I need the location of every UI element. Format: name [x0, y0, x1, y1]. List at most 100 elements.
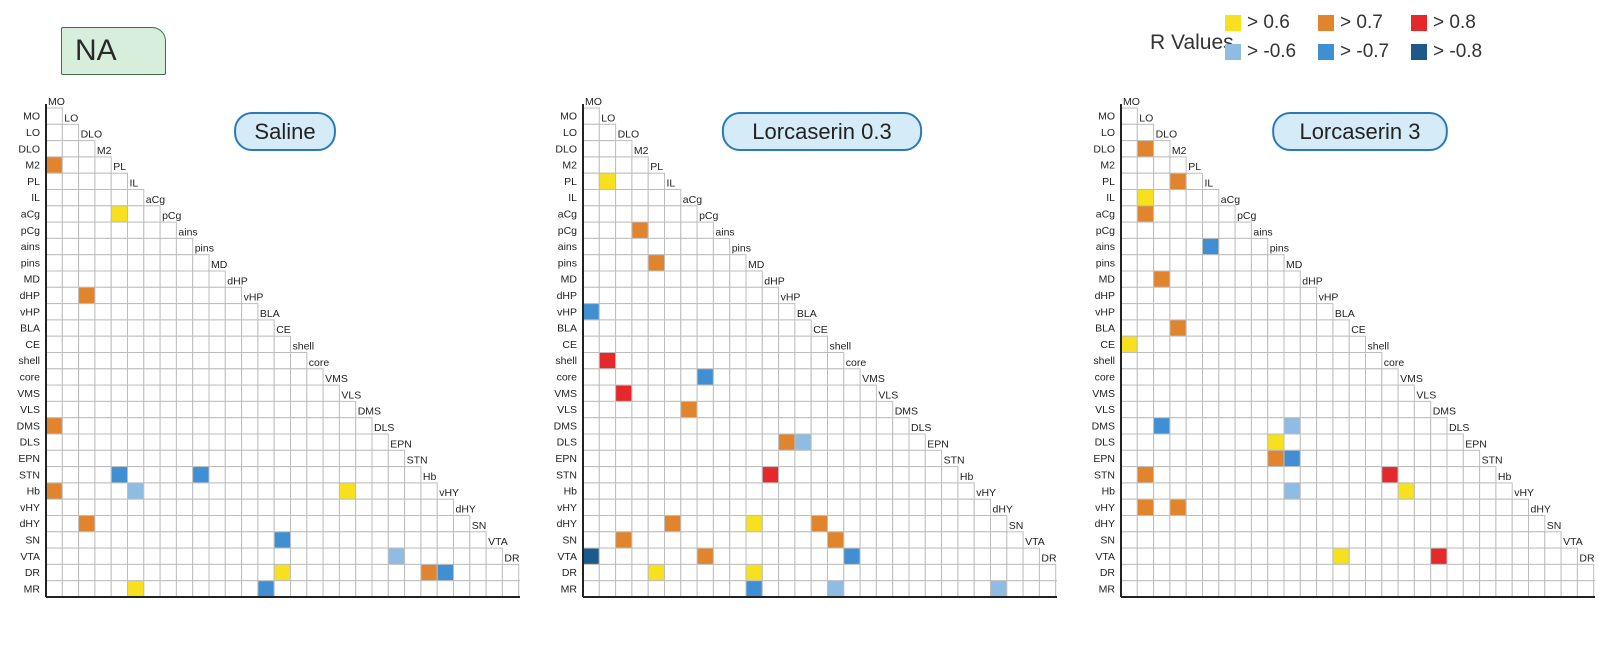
- grid-cell: [582, 384, 600, 402]
- grid-cell: [387, 449, 406, 468]
- col-label-m2: M2: [97, 145, 112, 157]
- col-label-il: IL: [130, 178, 139, 190]
- grid-cell: [94, 303, 112, 321]
- grid-cell: [241, 400, 259, 419]
- grid-cell: [241, 498, 259, 517]
- col-label-sn: SN: [1547, 520, 1562, 532]
- grid-cell: [1120, 580, 1138, 598]
- grid-cell: [680, 335, 698, 354]
- grid-cell: [322, 580, 340, 598]
- grid-cell: [192, 498, 210, 517]
- row-label-dls: DLS: [1095, 437, 1115, 449]
- grid-cell: [582, 172, 600, 190]
- cell-dls-bla: [794, 433, 812, 451]
- grid-cell: [598, 189, 617, 207]
- grid-cell: [892, 531, 910, 549]
- row-label-mr: MR: [24, 583, 41, 595]
- grid-cell: [1381, 368, 1399, 386]
- grid-cell: [875, 580, 894, 598]
- grid-cell: [404, 547, 422, 565]
- grid-cell: [1267, 515, 1285, 533]
- row-label-sn: SN: [562, 534, 577, 546]
- grid-cell: [582, 237, 600, 256]
- grid-cell: [110, 319, 128, 337]
- grid-cell: [1495, 482, 1513, 500]
- grid-cell: [45, 270, 63, 288]
- grid-cell: [859, 531, 877, 549]
- grid-cell: [908, 563, 926, 582]
- grid-cell: [306, 498, 324, 517]
- grid-cell: [241, 303, 259, 321]
- row-label-core: core: [1095, 371, 1116, 383]
- grid-cell: [631, 466, 649, 484]
- grid-cell: [794, 352, 812, 370]
- col-label-md: MD: [748, 259, 765, 271]
- grid-cell: [1316, 384, 1334, 402]
- grid-cell: [1348, 563, 1367, 582]
- grid-cell: [224, 531, 243, 549]
- col-label-shell: shell: [1368, 341, 1390, 353]
- grid-cell: [1544, 531, 1562, 549]
- grid-cell: [778, 563, 796, 582]
- grid-cell: [1479, 531, 1497, 549]
- grid-cell: [680, 563, 698, 582]
- grid-cell: [127, 254, 145, 272]
- grid-cell: [257, 384, 275, 402]
- grid-cell: [859, 482, 877, 500]
- grid-cell: [159, 335, 177, 354]
- grid-cell: [110, 189, 128, 207]
- grid-cell: [192, 384, 210, 402]
- grid-cell: [892, 498, 910, 517]
- grid-cell: [1462, 449, 1481, 468]
- grid-cell: [680, 286, 698, 305]
- grid-cell: [598, 140, 617, 158]
- grid-cell: [1250, 433, 1269, 451]
- grid-cell: [322, 400, 340, 419]
- grid-cell: [875, 449, 894, 468]
- grid-cell: [1316, 303, 1334, 321]
- grid-cell: [208, 417, 226, 435]
- grid-cell: [794, 335, 812, 354]
- grid-cell: [224, 319, 243, 337]
- grid-cell: [257, 466, 275, 484]
- grid-cell: [843, 580, 861, 598]
- grid-cell: [892, 449, 910, 468]
- grid-cell: [941, 563, 959, 582]
- col-label-dls: DLS: [911, 422, 931, 434]
- grid-cell: [615, 352, 633, 370]
- grid-cell: [745, 368, 763, 386]
- grid-cell: [208, 303, 226, 321]
- grid-cell: [1267, 254, 1285, 272]
- grid-cell: [273, 384, 292, 402]
- grid-cell: [192, 270, 210, 288]
- row-label-stn: STN: [1094, 469, 1115, 481]
- grid-cell: [1430, 482, 1448, 500]
- row-label-mo: MO: [23, 111, 40, 123]
- grid-cell: [924, 563, 943, 582]
- grid-cell: [892, 482, 910, 500]
- grid-cell: [257, 515, 275, 533]
- grid-cell: [127, 466, 145, 484]
- grid-cell: [61, 335, 80, 354]
- grid-cell: [1136, 221, 1155, 239]
- grid-cell: [1185, 449, 1203, 468]
- grid-cell: [778, 368, 796, 386]
- grid-cell: [94, 205, 112, 223]
- grid-cell: [1120, 515, 1138, 533]
- col-label-stn: STN: [944, 455, 965, 467]
- grid-cell: [78, 270, 96, 288]
- grid-cell: [1283, 580, 1301, 598]
- grid-cell: [1218, 400, 1236, 419]
- col-label-vms: VMS: [325, 373, 348, 385]
- grid-cell: [61, 189, 80, 207]
- grid-cell: [843, 466, 861, 484]
- row-label-bla: BLA: [20, 323, 40, 335]
- grid-cell: [598, 466, 617, 484]
- grid-cell: [1544, 580, 1562, 598]
- grid-cell: [924, 449, 943, 468]
- cell-vhp-mo: [582, 303, 600, 321]
- grid-cell: [875, 515, 894, 533]
- grid-cell: [61, 172, 80, 190]
- grid-cell: [810, 563, 829, 582]
- grid-cell: [745, 384, 763, 402]
